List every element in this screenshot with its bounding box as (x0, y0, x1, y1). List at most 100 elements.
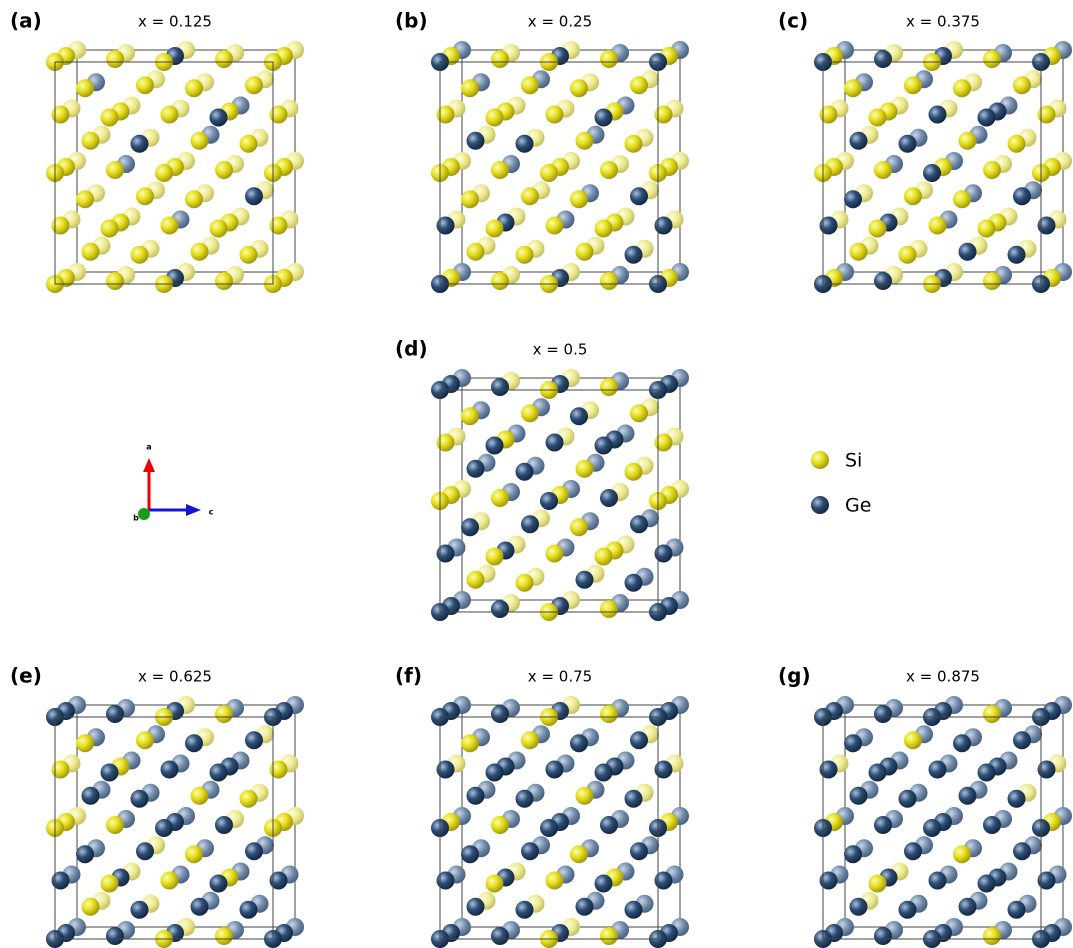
si-atom (600, 161, 618, 179)
ge-atom (491, 927, 509, 945)
ge-atom (239, 900, 258, 919)
ge-atom (958, 242, 977, 261)
ge-atom (545, 760, 564, 779)
ge-atom (185, 734, 203, 753)
ge-atom (849, 786, 868, 805)
ge-atom (491, 600, 509, 618)
si-atom (521, 76, 539, 95)
ge-atom (594, 108, 613, 127)
ge-atom (245, 842, 263, 861)
ge-atom (898, 134, 917, 153)
si-atom (977, 219, 996, 238)
panel-title: x = 0.875 (906, 668, 980, 686)
panel: (d) x = 0.5 (395, 337, 689, 621)
panel-label: (a) (10, 9, 42, 33)
ge-atom (819, 216, 838, 235)
si-atom (904, 731, 922, 750)
si-atom (983, 705, 1001, 723)
axis-label: c (209, 508, 214, 517)
si-atom (466, 242, 485, 261)
si-atom (461, 190, 479, 209)
ge-atom (874, 705, 892, 723)
si-atom (1013, 76, 1031, 95)
si-atom (1037, 105, 1056, 124)
si-atom (983, 272, 1001, 290)
si-atom (849, 242, 868, 261)
si-atom (575, 459, 594, 478)
ge-atom (1013, 731, 1031, 750)
si-atom (594, 219, 613, 238)
si-atom (106, 50, 124, 68)
si-atom (868, 219, 887, 238)
ge-atom (923, 819, 941, 837)
si-atom (436, 433, 455, 452)
si-atom (81, 131, 100, 150)
cell-edge (439, 716, 659, 940)
ge-atom (624, 789, 643, 808)
ge-atom (654, 544, 673, 563)
ge-atom (600, 489, 618, 507)
ge-atom (515, 134, 534, 153)
ge-atom (485, 436, 504, 455)
si-atom (461, 734, 479, 753)
cell-edge (439, 389, 659, 613)
ge-atom (215, 816, 233, 834)
si-atom (485, 219, 504, 238)
si-atom (983, 161, 1001, 179)
ge-atom (521, 515, 539, 534)
ge-atom (1007, 789, 1026, 808)
ge-atom (977, 874, 996, 893)
si-atom (600, 272, 618, 290)
si-atom (958, 131, 977, 150)
ge-atom (874, 272, 892, 290)
si-atom (521, 187, 539, 206)
ge-atom (1007, 900, 1026, 919)
ge-atom (600, 816, 618, 834)
ge-atom (844, 190, 862, 209)
ge-atom (594, 436, 613, 455)
legend-label: Si (845, 450, 862, 472)
ge-atom (436, 544, 455, 563)
si-atom (491, 50, 509, 68)
cell-edge (822, 716, 1042, 940)
si-atom (594, 547, 613, 566)
si-atom (904, 187, 922, 206)
ge-atom (515, 900, 534, 919)
ge-atom (106, 705, 124, 723)
si-atom (928, 216, 947, 235)
axis-arrow-head (186, 504, 201, 516)
si-atom (136, 731, 154, 750)
ge-atom (849, 897, 868, 916)
ge-atom (269, 871, 288, 890)
ge-atom (515, 789, 534, 808)
panel: (c) x = 0.375 (778, 9, 1072, 293)
ge-atom (654, 760, 673, 779)
si-atom (600, 927, 618, 945)
ge-atom (130, 789, 149, 808)
ge-atom (1013, 187, 1031, 206)
ge-atom (977, 763, 996, 782)
si-atom (575, 131, 594, 150)
ge-atom (155, 819, 173, 837)
panel-title: x = 0.125 (138, 13, 212, 31)
ge-atom (904, 842, 922, 861)
ge-atom (898, 900, 917, 919)
si-atom (209, 219, 228, 238)
si-atom (461, 79, 479, 98)
ge-atom (819, 760, 838, 779)
ge-atom (630, 842, 648, 861)
si-atom (190, 786, 209, 805)
ge-atom (1037, 760, 1056, 779)
ge-atom (874, 50, 892, 68)
si-atom (466, 570, 485, 589)
ge-atom (654, 216, 673, 235)
si-atom (185, 190, 203, 209)
legend: Si Ge (811, 450, 871, 517)
legend-swatch (811, 496, 829, 514)
panel-label: (e) (10, 664, 42, 688)
ge-atom (624, 573, 643, 592)
si-atom (545, 105, 564, 124)
cell-edge (54, 61, 274, 285)
si-atom (51, 105, 70, 124)
si-atom (491, 272, 509, 290)
